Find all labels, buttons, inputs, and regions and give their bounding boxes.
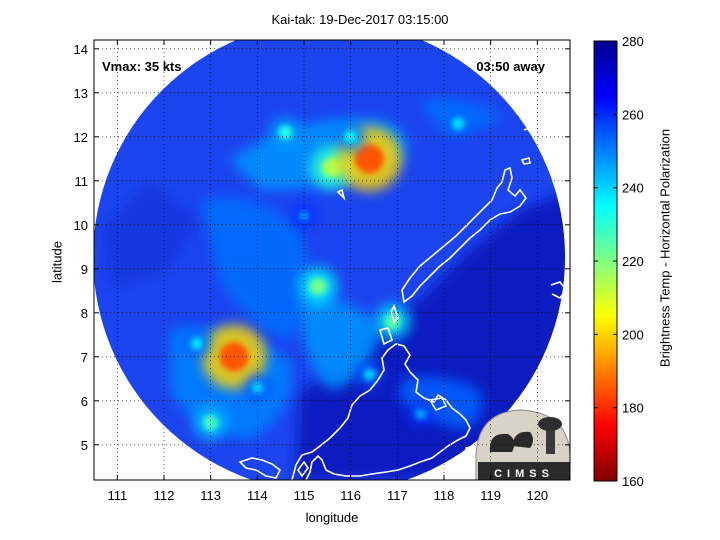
y-tick-label: 5 [81,438,88,453]
y-tick-label: 13 [74,86,88,101]
cold-core [384,313,401,330]
colorbar-ticks: 160 180 200 220 240 260 280 [594,34,644,489]
satellite-dish-icon [489,433,515,452]
cold-core [202,415,219,431]
y-tick-label: 10 [74,218,88,233]
cold-core [354,144,384,174]
cold-core [322,157,342,178]
x-ticks: 111 112 113 114 115 116 117 118 119 120 [107,488,548,503]
y-tick-label: 6 [81,394,88,409]
cold-core [415,408,426,420]
cold-core [309,277,327,296]
cold-cores [182,109,472,440]
colorbar-tick-label: 180 [622,401,644,416]
y-tick-label: 14 [74,42,88,57]
axes-frame [93,39,571,481]
y-ticks: 5 6 7 8 9 10 11 12 13 14 [74,42,88,453]
x-tick-label: 114 [247,488,268,503]
colorbar-tick-label: 220 [622,254,644,269]
cold-core [363,368,376,381]
cold-core [278,125,293,140]
x-tick-label: 116 [340,488,361,503]
x-tick-label: 111 [107,488,127,503]
y-tick-label: 11 [75,174,89,189]
y-tick-label: 8 [81,306,88,321]
swath [94,40,565,480]
y-axis-label: latitude [49,241,65,283]
away-annotation: 03:50 away [476,59,545,74]
y-tick-label: 9 [81,262,88,277]
vmax-annotation: Vmax: 35 kts [102,59,182,74]
x-tick-label: 112 [154,488,175,503]
y-tick-label: 12 [74,130,88,145]
water-tower-icon [546,424,555,454]
x-tick-label: 115 [294,488,315,503]
cold-core [190,337,203,350]
cimss-logo: CIMSS [475,409,570,480]
colorbar-label: Brightness Temp - Horizontal Polarizatio… [657,128,673,368]
x-tick-label: 117 [387,488,408,503]
cimss-logo-text: CIMSS [494,468,554,480]
x-tick-label: 113 [200,488,221,503]
x-tick-label: 120 [526,488,548,503]
cold-core [451,117,465,130]
colorbar-tick-label: 240 [622,181,644,196]
x-tick-label: 118 [434,488,455,503]
colorbar-tick-label: 280 [622,34,644,49]
colorbar-tick-label: 160 [622,474,644,489]
gridlines [94,40,570,480]
colorbar-tick-label: 200 [622,327,644,342]
x-tick-label: 119 [480,488,501,503]
x-axis-label: longitude [305,510,359,525]
y-tick-label: 7 [81,350,88,365]
colorbar-tick-label: 260 [622,107,644,122]
chart-title: Kai-tak: 19-Dec-2017 03:15:00 [271,12,449,27]
cold-core [251,381,264,394]
